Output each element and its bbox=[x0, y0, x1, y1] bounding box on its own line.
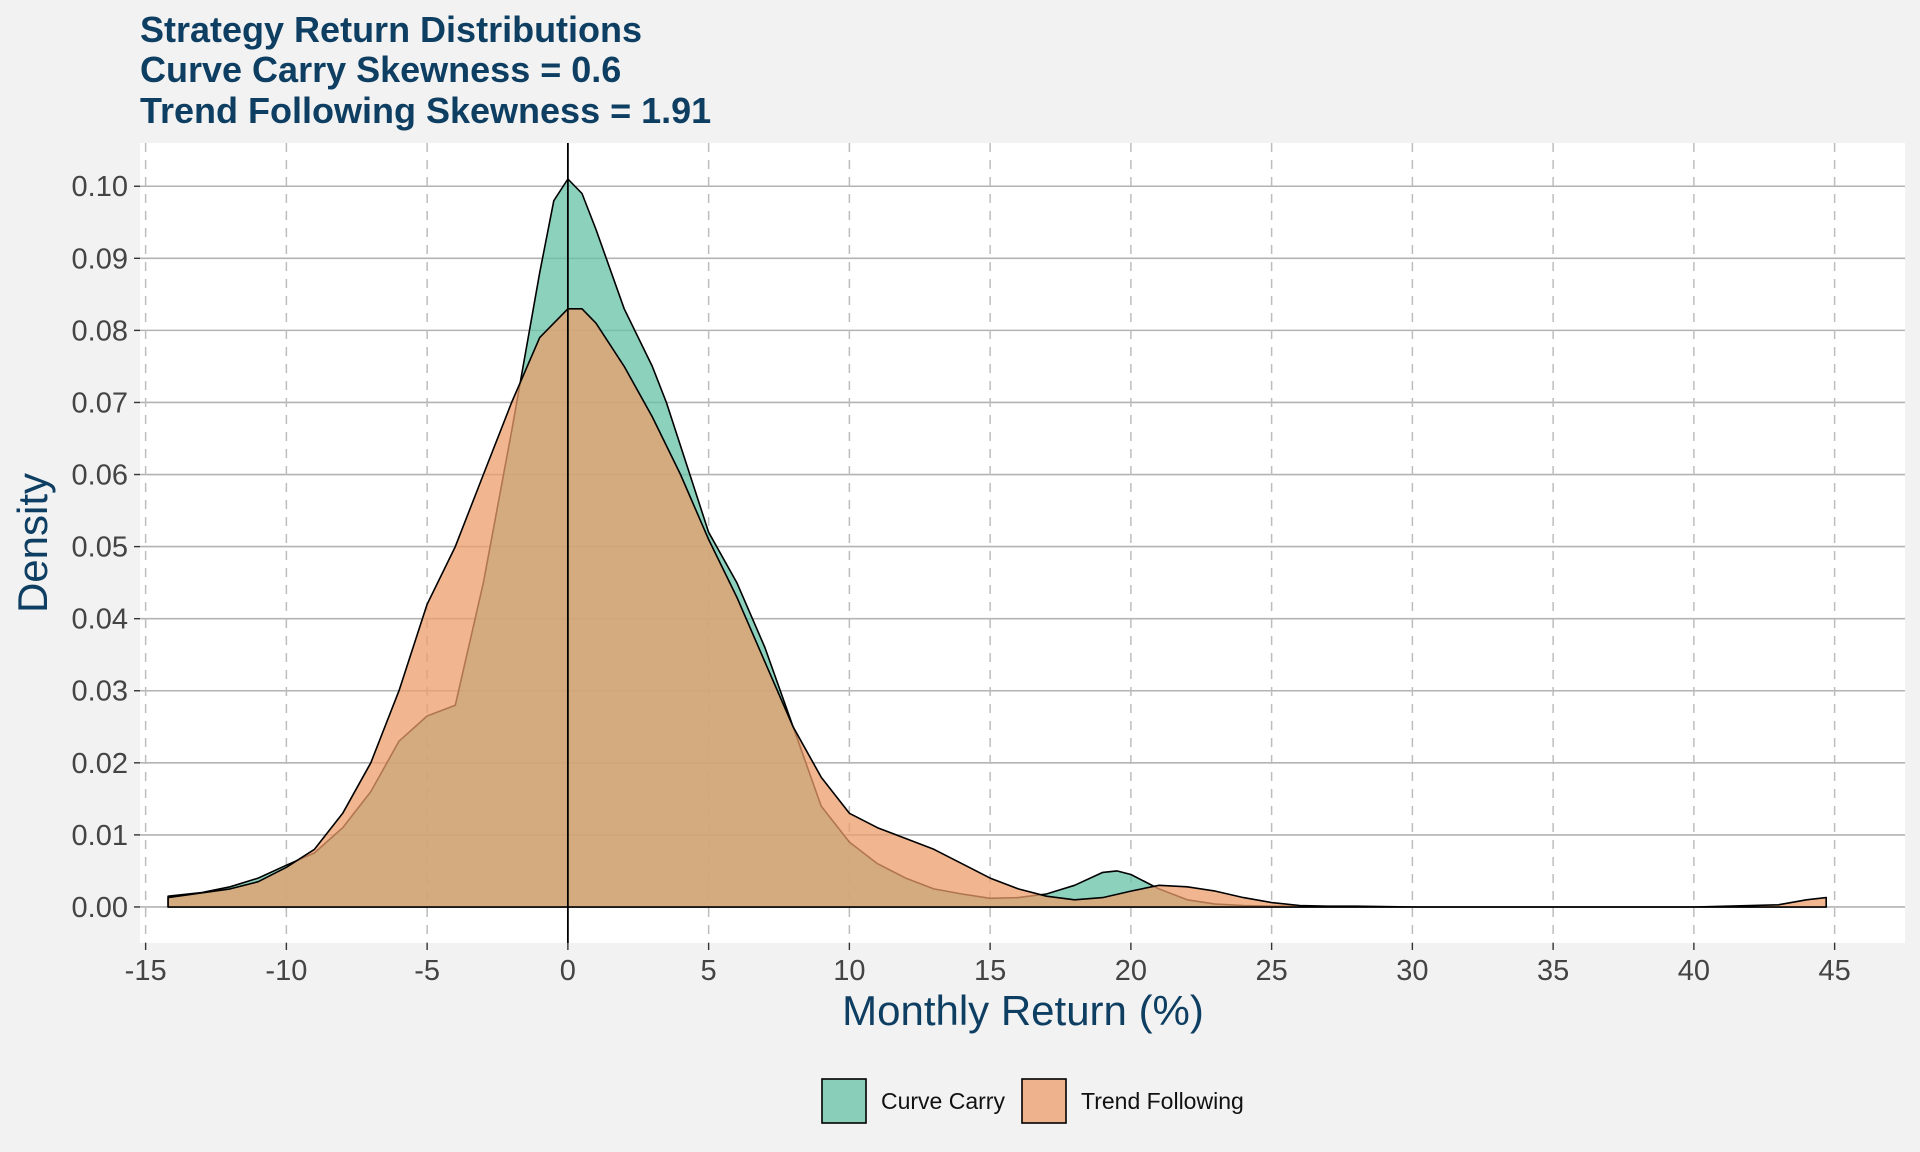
y-tick-label-7: 0.07 bbox=[72, 387, 128, 419]
x-tick-label-8: 25 bbox=[1255, 955, 1287, 987]
x-tick-label-11: 40 bbox=[1678, 955, 1710, 987]
x-axis-title: Monthly Return (%) bbox=[842, 987, 1204, 1034]
density-area-trend-following bbox=[167, 308, 1827, 908]
y-tick-label-3: 0.03 bbox=[72, 676, 128, 708]
x-tick-label-5: 10 bbox=[833, 955, 865, 987]
x-tick-label-1: -10 bbox=[265, 955, 307, 987]
y-tick-label-2: 0.02 bbox=[72, 748, 128, 780]
x-tick-label-10: 35 bbox=[1537, 955, 1569, 987]
legend-label-trend-following: Trend Following bbox=[1081, 1088, 1244, 1114]
legend-key-trend-following bbox=[1021, 1078, 1067, 1124]
y-tick-label-6: 0.06 bbox=[72, 460, 128, 492]
chart-title-line-2: Curve Carry Skewness = 0.6 bbox=[140, 49, 621, 90]
x-tick-label-2: -5 bbox=[414, 955, 440, 987]
y-tick-label-8: 0.08 bbox=[72, 315, 128, 347]
x-tick-label-9: 30 bbox=[1396, 955, 1428, 987]
legend-label-curve-carry: Curve Carry bbox=[881, 1088, 1005, 1114]
x-tick-label-0: -15 bbox=[125, 955, 167, 987]
y-tick-label-10: 0.10 bbox=[72, 171, 128, 203]
y-tick-label-0: 0.00 bbox=[72, 892, 128, 924]
legend: Curve Carry Trend Following bbox=[821, 1078, 1244, 1124]
x-axis-ticks: -15 -10 -5 0 5 10 15 20 25 30 35 40 45 bbox=[125, 943, 1851, 987]
y-tick-label-5: 0.05 bbox=[72, 532, 128, 564]
x-tick-label-7: 20 bbox=[1115, 955, 1147, 987]
x-tick-label-6: 15 bbox=[974, 955, 1006, 987]
y-tick-label-9: 0.09 bbox=[72, 243, 128, 275]
x-tick-label-4: 5 bbox=[701, 955, 717, 987]
y-axis-ticks: 0.00 0.01 0.02 0.03 0.04 0.05 0.06 0.07 0.08 0.09… bbox=[72, 171, 140, 924]
x-tick-label-3: 0 bbox=[560, 955, 576, 987]
chart-title-line-1: Strategy Return Distributions bbox=[140, 9, 642, 50]
x-tick-label-12: 45 bbox=[1818, 955, 1850, 987]
y-tick-label-1: 0.01 bbox=[72, 820, 128, 852]
density-areas bbox=[167, 178, 1827, 908]
y-axis-title: Density bbox=[9, 473, 56, 613]
y-tick-label-4: 0.04 bbox=[72, 604, 128, 636]
legend-key-curve-carry bbox=[821, 1078, 867, 1124]
chart-title-line-3: Trend Following Skewness = 1.91 bbox=[140, 90, 711, 131]
